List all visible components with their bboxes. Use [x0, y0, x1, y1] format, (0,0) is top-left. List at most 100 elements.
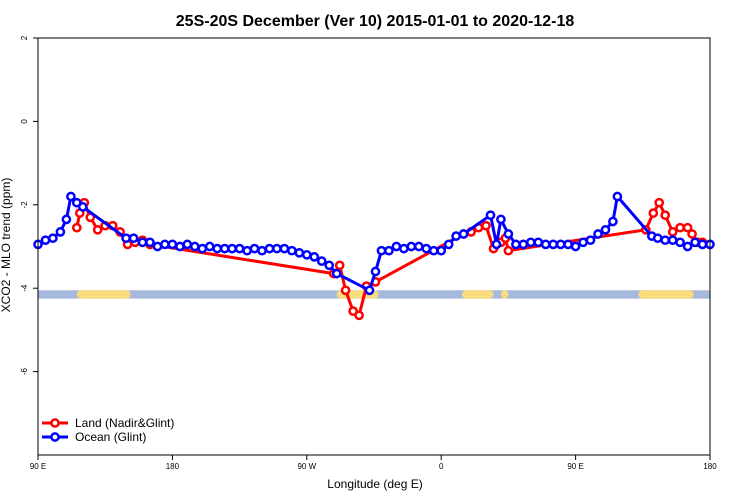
series-point-1-61 [555, 239, 566, 250]
x-tick-label-1: 180 [166, 462, 180, 471]
series-point-1-58 [533, 237, 544, 248]
series-point-1-8 [121, 233, 131, 244]
series-point-1-44 [413, 241, 424, 252]
y-tick-label-3: -4 [20, 284, 29, 292]
series-point-1-47 [436, 245, 447, 256]
series-point-1-68 [608, 216, 618, 227]
series-point-1-18 [197, 243, 208, 254]
legend-marker-0 [50, 418, 60, 428]
series-point-0-26 [503, 245, 514, 256]
legend-label-1: Ocean (Glint) [75, 430, 146, 444]
series-point-1-54 [503, 229, 514, 239]
x-tick-label-3: 0 [439, 462, 444, 471]
series-point-1-35 [324, 260, 335, 271]
series-point-1-33 [309, 252, 320, 262]
series-point-1-50 [458, 229, 469, 239]
series-point-1-39 [376, 245, 387, 256]
series-point-1-74 [675, 237, 685, 248]
series-point-1-17 [189, 241, 200, 252]
series-point-0-4 [92, 224, 103, 235]
series-point-1-76 [690, 237, 700, 248]
series-point-1-60 [548, 239, 559, 250]
series-point-1-43 [406, 241, 417, 252]
plot-frame [37, 37, 711, 456]
series-point-1-71 [652, 233, 663, 244]
series-point-1-28 [272, 243, 282, 254]
series-point-1-5 [66, 191, 76, 202]
y-tick-label-0: 2 [20, 35, 29, 40]
series-point-0-34 [687, 229, 697, 239]
series-point-1-32 [301, 249, 312, 260]
series-point-1-69 [612, 191, 623, 202]
series-point-1-48 [443, 239, 454, 250]
series-point-1-16 [182, 239, 193, 250]
series-point-1-30 [287, 245, 297, 256]
series-point-1-27 [264, 243, 275, 254]
land-segment-3 [500, 290, 509, 299]
series-point-1-65 [585, 235, 596, 246]
series-point-1-41 [391, 241, 402, 252]
series-point-1-25 [249, 243, 260, 254]
series-point-1-51 [485, 210, 496, 221]
y-tick-label-4: -6 [20, 367, 29, 375]
series-point-1-31 [294, 247, 305, 258]
series-point-1-49 [451, 231, 461, 241]
series-point-1-3 [55, 227, 66, 237]
series-1 [33, 191, 715, 296]
legend-item-0: Land (Nadir&Glint) [42, 416, 174, 430]
y-axis-label: XCO2 - MLO trend (ppm) [0, 178, 13, 313]
x-tick-label-2: 90 W [297, 462, 316, 471]
series-point-1-14 [167, 239, 178, 250]
series-point-1-19 [204, 241, 215, 252]
x-tick-label-5: 180 [703, 462, 717, 471]
land-segment-2 [462, 290, 494, 299]
series-point-1-55 [511, 239, 521, 250]
series-point-1-4 [61, 214, 72, 225]
series-point-1-15 [175, 241, 185, 252]
series-point-1-10 [137, 237, 148, 248]
series-point-0-16 [354, 310, 364, 321]
series-point-1-22 [227, 243, 237, 254]
series-point-1-23 [234, 243, 245, 254]
series-point-1-11 [145, 237, 155, 248]
series-point-1-24 [242, 245, 252, 256]
series-point-1-66 [593, 229, 603, 239]
series-point-1-1 [40, 235, 51, 246]
series-point-1-34 [316, 256, 327, 266]
series-point-0-30 [660, 210, 671, 221]
series-point-1-40 [384, 245, 394, 256]
series-point-1-38 [370, 266, 381, 277]
series-point-1-52 [491, 239, 502, 250]
series-point-1-56 [518, 239, 529, 250]
series-point-0-32 [675, 222, 685, 233]
series-point-0-33 [682, 222, 693, 233]
legend-item-1: Ocean (Glint) [42, 430, 146, 444]
legend-label-0: Land (Nadir&Glint) [75, 416, 174, 430]
series-point-0-13 [334, 260, 345, 271]
series-point-1-57 [525, 237, 536, 248]
series-point-0-14 [340, 285, 351, 296]
series-point-0-29 [654, 197, 665, 208]
series-point-1-46 [428, 245, 439, 256]
series-point-1-9 [128, 233, 139, 244]
land-segment-0 [76, 290, 131, 299]
series-point-1-72 [660, 235, 671, 246]
series-point-1-13 [160, 239, 170, 250]
series-point-1-62 [563, 239, 573, 250]
series-point-1-20 [212, 243, 223, 254]
series-point-1-53 [496, 214, 506, 225]
series-point-1-67 [600, 224, 611, 235]
series-point-1-26 [257, 245, 267, 256]
series-point-0-28 [648, 208, 659, 218]
series-point-0-31 [667, 227, 678, 237]
series-point-1-63 [570, 241, 581, 252]
legend-marker-1 [50, 432, 60, 442]
y-tick-label-2: -2 [20, 201, 29, 209]
y-tick-label-1: 0 [20, 119, 29, 124]
legend: Land (Nadir&Glint)Ocean (Glint) [42, 416, 174, 444]
series-point-1-12 [152, 241, 163, 252]
series-point-0-22 [481, 220, 491, 231]
series-point-1-2 [48, 233, 58, 244]
series-layer [33, 191, 715, 321]
